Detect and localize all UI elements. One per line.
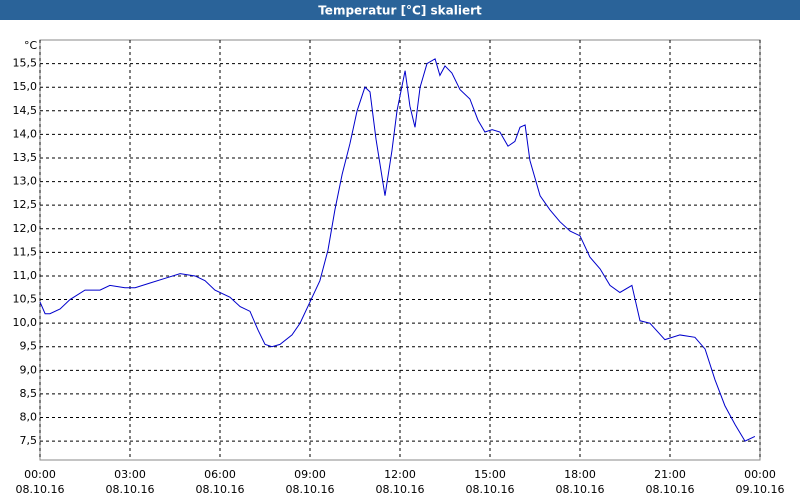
x-tick-date: 08.10.16 bbox=[646, 483, 695, 496]
temperature-line bbox=[39, 58, 756, 442]
y-tick-label: 13,0 bbox=[13, 175, 38, 188]
y-tick-label: 13,5 bbox=[13, 151, 38, 164]
x-tick-date: 09.10.16 bbox=[736, 483, 785, 496]
y-tick-label: 15,0 bbox=[13, 80, 38, 93]
y-tick-label: 11,5 bbox=[13, 245, 38, 258]
x-tick-date: 08.10.16 bbox=[376, 483, 425, 496]
y-tick-label: 12,0 bbox=[13, 222, 38, 235]
x-tick-label: 18:00 bbox=[564, 468, 596, 481]
y-tick-label: 14,0 bbox=[13, 127, 38, 140]
x-tick-label: 06:00 bbox=[204, 468, 236, 481]
x-tick-label: 09:00 bbox=[294, 468, 326, 481]
x-tick-date: 08.10.16 bbox=[196, 483, 245, 496]
x-tick-label: 21:00 bbox=[654, 468, 686, 481]
chart-title: Temperatur [°C] skaliert bbox=[318, 4, 482, 18]
x-tick-date: 08.10.16 bbox=[466, 483, 515, 496]
y-tick-label: 10,0 bbox=[13, 316, 38, 329]
y-tick-label: 7,5 bbox=[20, 434, 38, 447]
y-tick-label: 14,5 bbox=[13, 104, 38, 117]
x-tick-label: 12:00 bbox=[384, 468, 416, 481]
y-tick-label: 11,0 bbox=[13, 269, 38, 282]
y-tick-label: 8,5 bbox=[20, 387, 38, 400]
x-tick-label: 00:00 bbox=[24, 468, 56, 481]
y-tick-label: 15,5 bbox=[13, 57, 38, 70]
x-tick-date: 08.10.16 bbox=[106, 483, 155, 496]
title-bar bbox=[0, 0, 800, 20]
y-tick-label: 10,5 bbox=[13, 293, 38, 306]
y-tick-label: 9,5 bbox=[20, 340, 38, 353]
y-unit: °C bbox=[24, 39, 38, 52]
y-tick-label: 8,0 bbox=[20, 411, 38, 424]
x-tick-label: 00:00 bbox=[744, 468, 776, 481]
x-tick-label: 03:00 bbox=[114, 468, 146, 481]
x-tick-date: 08.10.16 bbox=[286, 483, 335, 496]
y-tick-label: 9,0 bbox=[20, 363, 38, 376]
x-tick-date: 08.10.16 bbox=[16, 483, 65, 496]
x-tick-label: 15:00 bbox=[474, 468, 506, 481]
x-tick-date: 08.10.16 bbox=[556, 483, 605, 496]
y-tick-label: 12,5 bbox=[13, 198, 38, 211]
